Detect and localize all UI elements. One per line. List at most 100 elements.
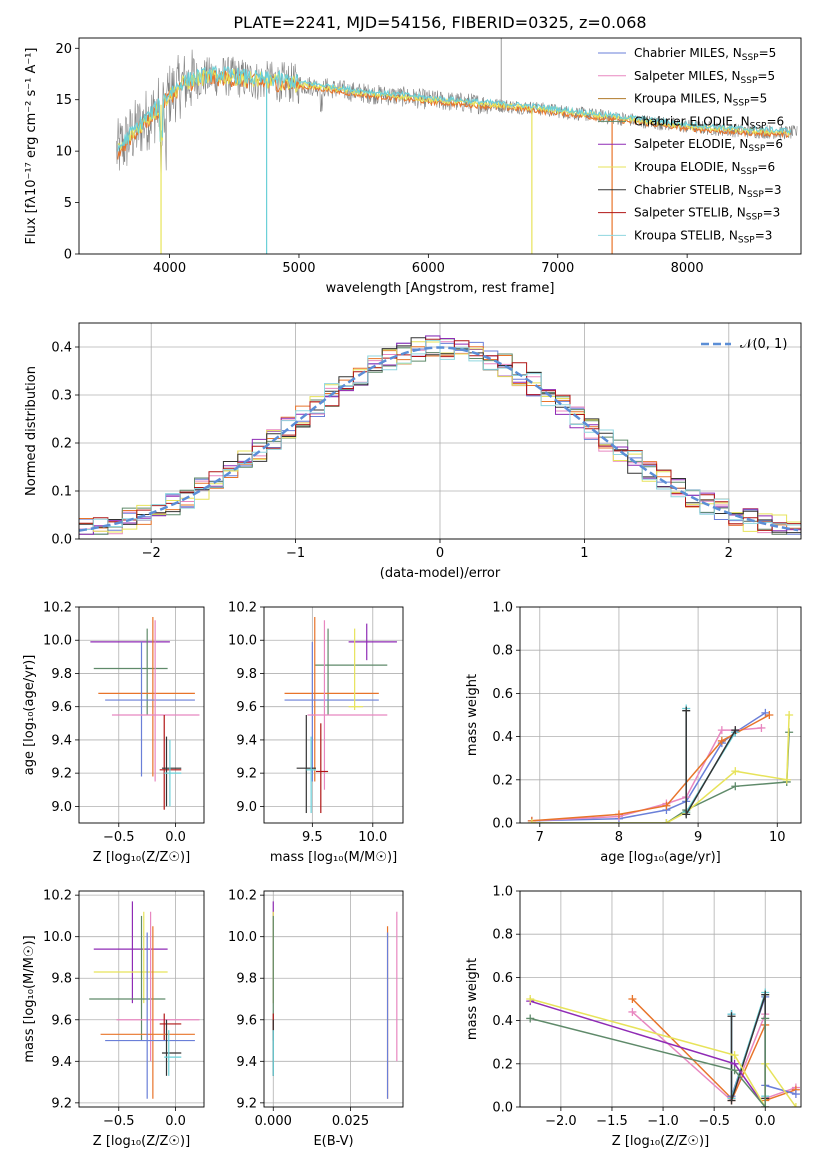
y-tick-label: 9.2 — [51, 1096, 72, 1111]
y-tick-label: 0.0 — [51, 533, 72, 548]
y-tick-label: 9.0 — [236, 800, 257, 815]
weight-series-line — [531, 714, 790, 823]
legend-subscript: SSP — [733, 99, 750, 109]
y-tick-label: 10.2 — [228, 889, 257, 904]
x-tick-label: 0 — [436, 546, 444, 561]
y-tick-label: 9.2 — [51, 767, 72, 782]
x-axis-label: Z [log₁₀(Z/Z☉)] — [93, 1134, 190, 1149]
panel-mass_vs_ebv: 0.000 0.025 9.2 9.4 9.6 9.8 10.0 10.2 E(B-V) — [228, 889, 404, 1149]
y-tick-label: 9.6 — [51, 1013, 72, 1028]
x-tick-label: 6000 — [412, 261, 445, 276]
y-tick-label: 0.3 — [51, 389, 72, 404]
x-tick-label: −1 — [286, 546, 305, 561]
y-tick-label: 9.4 — [51, 1055, 72, 1070]
y-tick-label: 0.6 — [492, 687, 513, 702]
panel-massweight_vs_age: 7 8 9 10 0.0 0.2 0.4 0.6 0.8 1.0 age [log₁₀(age/yr… — [465, 601, 802, 865]
legend-suffix: =6 — [757, 160, 775, 174]
weight-point-marker — [761, 1103, 770, 1107]
weight-point-marker — [731, 726, 740, 735]
x-tick-label: 0.025 — [332, 1114, 369, 1129]
y-tick-label: 1.0 — [492, 601, 513, 616]
x-tick-label: 2 — [725, 546, 733, 561]
legend-suffix: =5 — [759, 46, 777, 60]
y-tick-label: 10.2 — [228, 601, 257, 616]
y-axis-label: mass [log₁₀(M/M☉)] — [22, 935, 37, 1062]
y-tick-label: 10.0 — [43, 930, 72, 945]
legend-label: Salpeter ELODIE, NSSP=6 — [634, 137, 783, 154]
legend-suffix: =3 — [764, 183, 782, 197]
x-tick-label: 7 — [536, 830, 544, 845]
legend-label: Chabrier ELODIE, NSSP=6 — [634, 114, 784, 131]
y-tick-label: 9.0 — [51, 800, 72, 815]
y-axis-label: Normed distribution — [24, 366, 39, 496]
x-tick-label: 8 — [615, 830, 623, 845]
weight-point-marker — [785, 711, 794, 719]
legend-subscript: SSP — [747, 190, 764, 200]
x-tick-label: −0.5 — [103, 1114, 135, 1129]
plot-area — [527, 704, 794, 823]
x-tick-label: −1.0 — [647, 1114, 679, 1129]
weight-point-marker — [628, 1007, 637, 1016]
x-tick-label: −1.5 — [596, 1114, 628, 1129]
weight-series-line — [530, 998, 797, 1107]
weight-point-marker — [628, 995, 637, 1003]
legend: Chabrier MILES, NSSP=5 Salpeter MILES, NS… — [598, 46, 784, 245]
x-tick-label: 0.0 — [165, 1114, 186, 1129]
plot-area — [79, 335, 801, 535]
weight-series-line — [531, 714, 770, 822]
gaussian-curve — [79, 346, 799, 532]
x-tick-label: 10.0 — [358, 830, 387, 845]
legend-subscript: SSP — [750, 121, 767, 131]
y-tick-label: 15 — [55, 93, 72, 108]
weight-series-line — [631, 998, 797, 1102]
legend-subscript: SSP — [741, 167, 758, 177]
weight-point-marker — [731, 782, 740, 791]
x-tick-label: 7000 — [541, 261, 574, 276]
x-axis-label: Z [log₁₀(Z/Z☉)] — [612, 1134, 709, 1149]
x-tick-label: 1 — [580, 546, 588, 561]
legend-subscript: SSP — [748, 144, 765, 154]
y-tick-label: 0 — [64, 248, 72, 263]
y-axis-label: mass weight — [465, 674, 480, 756]
weight-point-marker — [526, 1014, 535, 1023]
weight-point-marker — [526, 995, 535, 1003]
x-tick-label: 10 — [769, 830, 786, 845]
weight-point-marker — [662, 801, 671, 810]
y-tick-label: 0.4 — [492, 730, 513, 745]
legend-label: Chabrier STELIB, NSSP=3 — [634, 183, 782, 200]
y-axis-label: age [log₁₀(age/yr)] — [22, 655, 37, 776]
plot-area — [272, 901, 398, 1099]
legend-label: Chabrier MILES, NSSP=5 — [634, 46, 776, 63]
y-tick-label: 0.0 — [492, 817, 513, 832]
legend-label: Kroupa MILES, NSSP=5 — [634, 92, 767, 109]
plot-area — [90, 616, 200, 810]
panel-residuals: −2 −1 0 1 2 0.0 0.1 0.2 0.3 0.4 (data-model)/error… — [24, 322, 802, 581]
axes-frame — [78, 322, 802, 540]
legend-subscript: SSP — [746, 213, 763, 223]
weight-point-marker — [527, 819, 536, 823]
legend-subscript: SSP — [742, 53, 759, 63]
y-tick-label: 1.0 — [492, 885, 513, 900]
x-tick-label: 0.000 — [255, 1114, 292, 1129]
plot-area — [116, 38, 798, 254]
axes-frame — [78, 37, 802, 255]
x-axis-label: wavelength [Angstrom, rest frame] — [326, 281, 555, 296]
figure-title: PLATE=2241, MJD=54156, FIBERID=0325, z=0… — [233, 13, 646, 32]
x-tick-label: −0.5 — [698, 1114, 730, 1129]
x-tick-label: −0.5 — [103, 830, 135, 845]
x-axis-label: (data-model)/error — [380, 566, 501, 581]
y-tick-label: 10.0 — [43, 634, 72, 649]
legend-suffix: =6 — [765, 137, 783, 151]
y-tick-label: 9.2 — [236, 767, 257, 782]
x-axis-label: Z [log₁₀(Z/Z☉)] — [93, 850, 190, 865]
legend-suffix: =3 — [755, 228, 773, 242]
x-axis-label: age [log₁₀(age/yr)] — [600, 850, 721, 865]
weight-series-line — [730, 994, 766, 1101]
y-tick-label: 9.6 — [236, 700, 257, 715]
weight-series-line — [531, 712, 766, 822]
weight-point-marker — [731, 767, 740, 776]
weight-point-marker — [717, 726, 726, 735]
axes-frame — [263, 606, 404, 824]
weight-point-marker — [761, 990, 770, 999]
